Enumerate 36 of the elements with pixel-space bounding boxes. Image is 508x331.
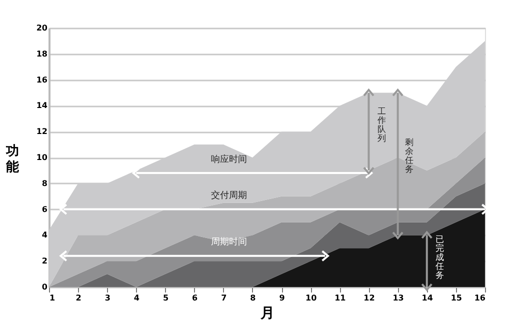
x-tick-label: 15 <box>450 294 462 302</box>
y-tick-label: 8 <box>42 178 48 188</box>
y-tick-label: 18 <box>36 49 48 58</box>
x-tick-label: 9 <box>279 294 286 302</box>
y-tick-label: 0 <box>42 282 48 292</box>
x-tick-label: 14 <box>422 294 434 302</box>
y-tick-label: 2 <box>42 256 48 266</box>
x-axis-title: 月 <box>260 306 274 322</box>
x-tick-label: 1 <box>50 294 56 302</box>
y-axis-title: 功能 <box>4 144 20 175</box>
y-tick-label: 4 <box>42 230 48 240</box>
y-tick-label: 10 <box>36 153 48 162</box>
annotation: 响应时间 <box>211 154 248 165</box>
y-tick-label: 6 <box>42 204 48 214</box>
x-tick-label: 3 <box>104 294 110 302</box>
x-tick-label: 13 <box>392 294 404 302</box>
annotation: 已完成任务 <box>434 235 444 282</box>
x-tick-label: 6 <box>192 294 198 302</box>
x-tick-label: 5 <box>162 294 169 302</box>
annotation: 剩余任务 <box>404 136 414 175</box>
y-tick-label: 20 <box>36 24 48 32</box>
annotation: 工作队列 <box>376 106 386 144</box>
x-tick-label: 7 <box>221 294 227 302</box>
x-tick-label: 11 <box>334 294 346 302</box>
x-tick-label: 10 <box>306 294 318 302</box>
x-tick-label: 2 <box>76 294 82 302</box>
x-tick-label: 12 <box>364 294 375 302</box>
y-tick-label: 16 <box>36 75 48 84</box>
y-tick-label: 14 <box>36 101 48 110</box>
x-tick-label: 4 <box>134 294 140 302</box>
annotation: 周期时间 <box>211 236 248 248</box>
point <box>364 167 373 179</box>
x-tick-label: 8 <box>250 294 256 302</box>
annotation: 交付周期 <box>211 190 248 202</box>
x-tick-label: 16 <box>474 294 486 302</box>
y-tick-label: 12 <box>36 127 48 136</box>
